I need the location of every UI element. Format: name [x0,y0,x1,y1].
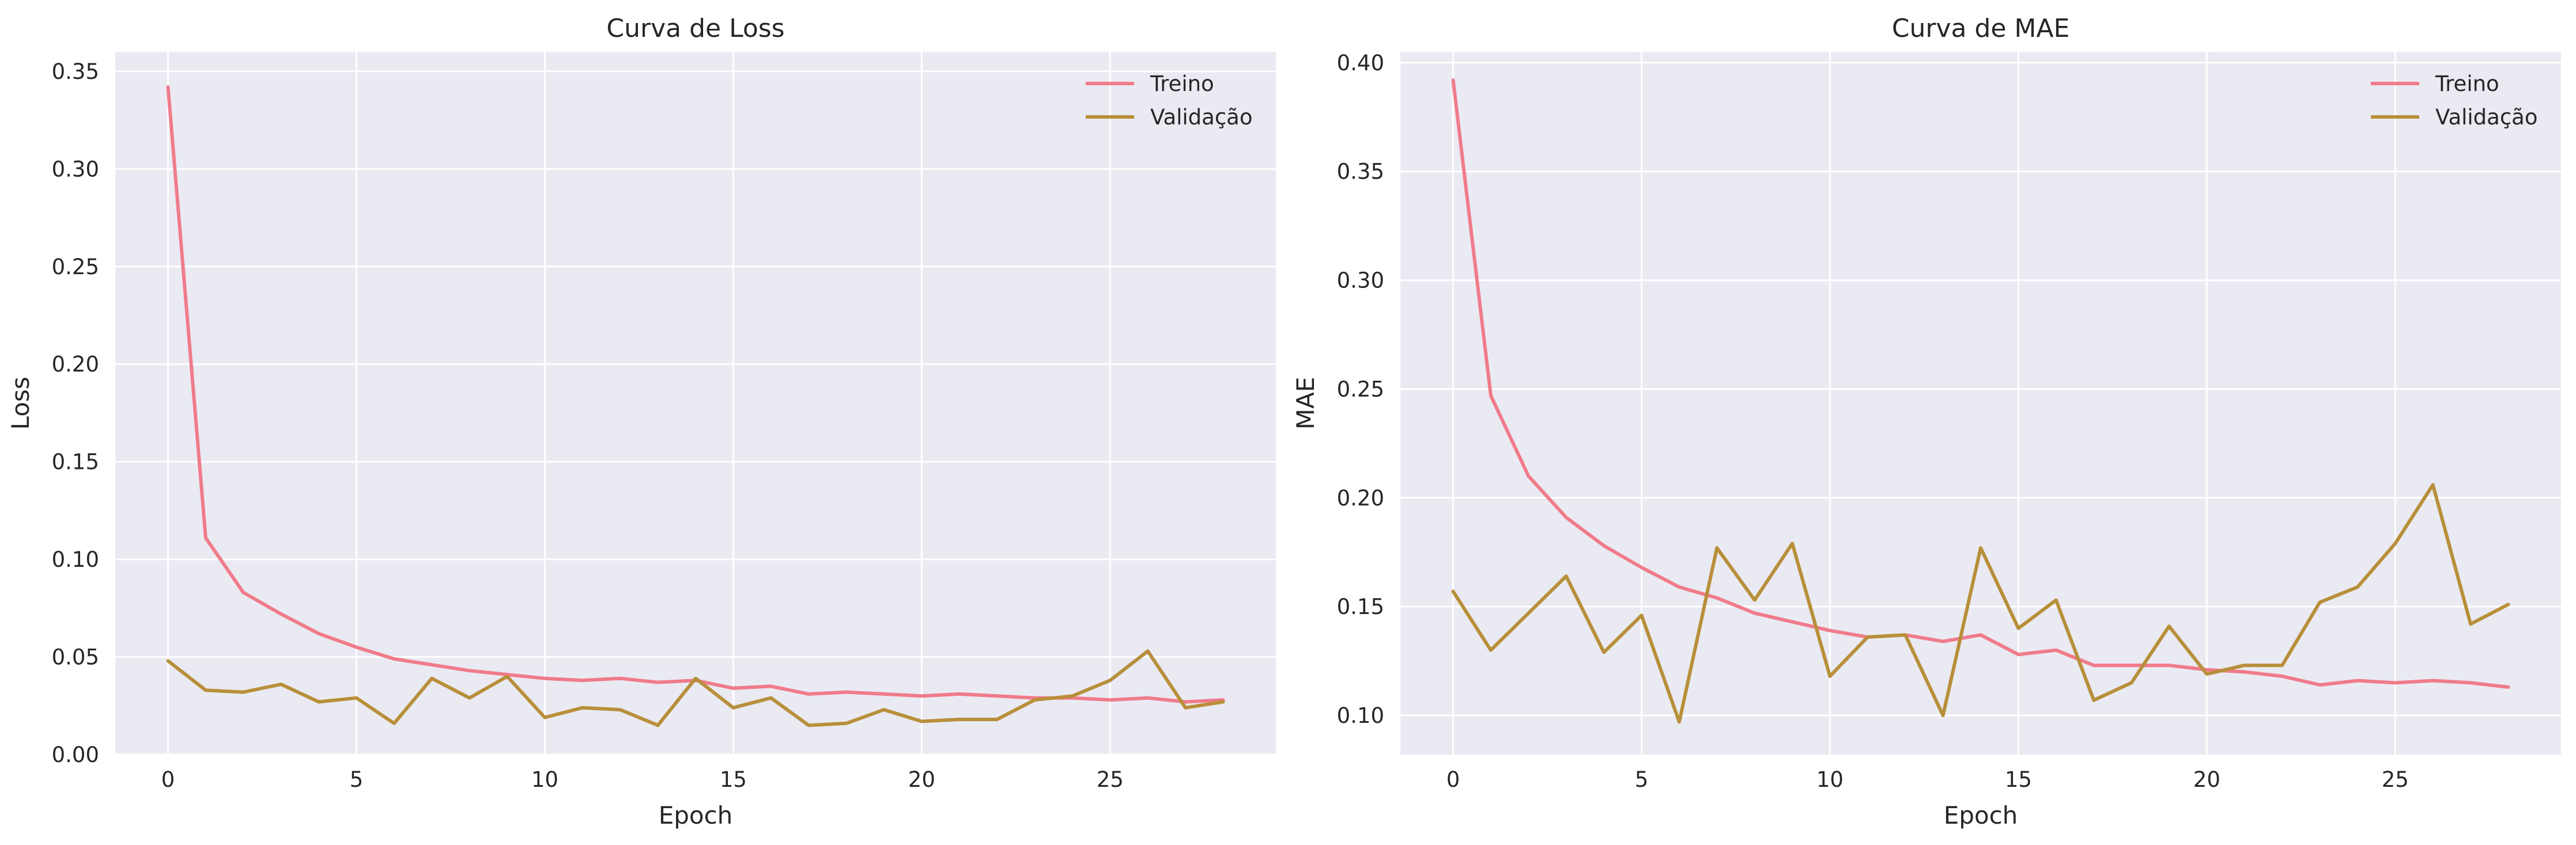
mae-x-tick-label: 20 [2193,767,2220,792]
loss-x-axis-label: Epoch [659,801,733,829]
mae-x-axis-label: Epoch [1944,801,2018,829]
loss-y-axis-label: Loss [6,377,35,430]
loss-x-tick-label: 20 [908,767,935,792]
mae-plot-area [1400,52,2561,755]
mae-chart-panel: 0.10 0.15 0.20 0.25 0.30 0.35 0.40 0 5 10 15 20 25 Cu… [1291,14,2561,829]
mae-y-tick-label: 0.35 [1337,160,1384,184]
loss-y-tick-label: 0.15 [52,450,99,475]
mae-y-axis-label: MAE [1291,377,1320,430]
loss-chart-title: Curva de Loss [606,14,784,43]
mae-x-tick-label: 25 [2382,767,2409,792]
mae-y-tick-label: 0.25 [1337,377,1384,401]
mae-y-tick-label: 0.10 [1337,703,1384,728]
loss-legend-label-treino: Treino [1150,71,1214,96]
mae-x-tick-label: 5 [1635,767,1649,792]
mae-x-tick-label: 15 [2005,767,2032,792]
loss-x-tick-label: 5 [350,767,364,792]
loss-series-validacao-line [166,649,1225,727]
loss-y-tick-label: 0.20 [52,352,99,377]
mae-x-tick-label: 10 [1816,767,1844,792]
loss-y-tick-label: 0.05 [52,645,99,670]
loss-y-tick-label: 0.30 [52,157,99,181]
mae-series-validacao-line [1451,483,2510,724]
loss-y-tick-label: 0.10 [52,547,99,572]
loss-x-tick-label: 10 [531,767,558,792]
mae-legend-label-validacao: Validação [2435,105,2537,130]
loss-y-tick-label: 0.25 [52,255,99,279]
mae-y-tick-label: 0.30 [1337,268,1384,293]
loss-legend-label-validacao: Validação [1150,105,1252,130]
loss-plot-area [115,52,1276,755]
mae-x-tick-label: 0 [1446,767,1460,792]
mae-chart-title: Curva de MAE [1892,14,2070,43]
mae-series-treino-line [1451,78,2510,689]
loss-y-tick-label: 0.00 [52,742,99,767]
mae-y-tick-label: 0.15 [1337,594,1384,619]
loss-x-tick-label: 25 [1097,767,1124,792]
mae-legend-label-treino: Treino [2435,71,2499,96]
loss-y-tick-label: 0.35 [52,59,99,84]
mae-y-tick-label: 0.20 [1337,486,1384,510]
mae-y-tick-label: 0.40 [1337,51,1384,75]
loss-x-tick-label: 0 [161,767,175,792]
loss-chart-panel: 0.00 0.05 0.10 0.15 0.20 0.25 0.30 0.35 0 5 10 15 20… [6,14,1276,829]
loss-x-tick-label: 15 [720,767,747,792]
